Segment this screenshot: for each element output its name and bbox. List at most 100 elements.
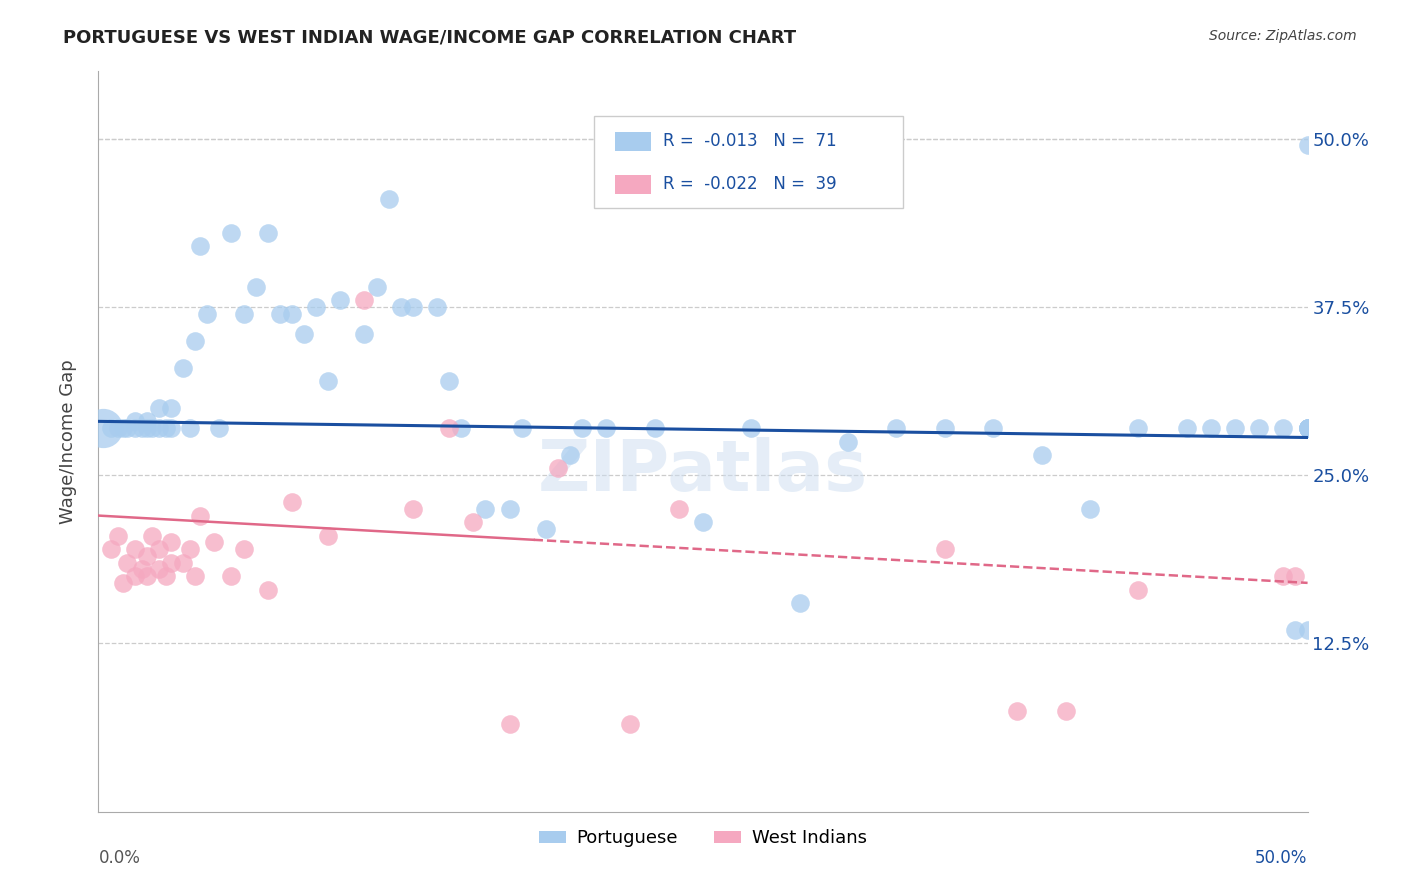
Point <box>100 421 122 435</box>
Point <box>179 542 201 557</box>
Point <box>135 569 157 583</box>
Legend: Portuguese, West Indians: Portuguese, West Indians <box>531 822 875 855</box>
Point <box>450 421 472 435</box>
Point <box>160 556 183 570</box>
Point <box>111 421 134 435</box>
Point <box>281 495 304 509</box>
Point <box>160 421 183 435</box>
Point <box>402 300 425 314</box>
Point <box>789 596 811 610</box>
Point <box>886 421 908 435</box>
Point <box>124 569 146 583</box>
Point <box>100 542 122 557</box>
Point <box>148 542 170 557</box>
Point <box>1296 421 1319 435</box>
Point <box>221 226 243 240</box>
Point <box>692 516 714 530</box>
Point <box>135 414 157 428</box>
Point <box>184 569 207 583</box>
Point <box>179 421 201 435</box>
Point <box>1199 421 1222 435</box>
Point <box>172 360 194 375</box>
Point <box>1031 448 1053 462</box>
Point <box>172 556 194 570</box>
Point <box>934 542 956 557</box>
Point <box>1296 421 1319 435</box>
Point <box>474 501 496 516</box>
Point <box>463 516 485 530</box>
Text: PORTUGUESE VS WEST INDIAN WAGE/INCOME GAP CORRELATION CHART: PORTUGUESE VS WEST INDIAN WAGE/INCOME GA… <box>63 29 796 46</box>
Point <box>1249 421 1271 435</box>
Point <box>498 501 520 516</box>
Point <box>1284 569 1306 583</box>
Point <box>160 401 183 415</box>
FancyBboxPatch shape <box>595 116 903 209</box>
Point <box>305 300 328 314</box>
Point <box>256 226 278 240</box>
Point <box>316 374 339 388</box>
Point <box>148 562 170 576</box>
Point <box>160 535 183 549</box>
Point <box>292 326 315 341</box>
Point <box>1223 421 1246 435</box>
Point <box>155 569 177 583</box>
FancyBboxPatch shape <box>614 132 651 151</box>
Point <box>1296 421 1319 435</box>
Point <box>208 421 231 435</box>
Point <box>148 401 170 415</box>
Point <box>437 421 460 435</box>
Text: 0.0%: 0.0% <box>98 849 141 867</box>
Point <box>1272 421 1295 435</box>
Point <box>571 421 593 435</box>
Point <box>595 421 617 435</box>
Point <box>389 300 412 314</box>
Point <box>1296 421 1319 435</box>
Point <box>426 300 449 314</box>
Point <box>141 421 163 435</box>
Point <box>256 582 278 597</box>
Point <box>184 334 207 348</box>
Point <box>124 542 146 557</box>
Point <box>668 501 690 516</box>
Point <box>124 421 146 435</box>
Point <box>155 421 177 435</box>
Point <box>141 529 163 543</box>
Point <box>437 374 460 388</box>
Point <box>934 421 956 435</box>
Point <box>232 307 254 321</box>
Point <box>131 562 153 576</box>
Point <box>1272 569 1295 583</box>
Text: ZIPatlas: ZIPatlas <box>538 437 868 506</box>
Point <box>135 421 157 435</box>
Point <box>837 434 859 449</box>
Point <box>1175 421 1198 435</box>
Text: R =  -0.013   N =  71: R = -0.013 N = 71 <box>664 132 837 150</box>
Point <box>188 239 211 253</box>
Point <box>534 522 557 536</box>
Point <box>329 293 352 308</box>
Point <box>124 414 146 428</box>
Point <box>644 421 666 435</box>
Point <box>1128 582 1150 597</box>
Point <box>1296 138 1319 153</box>
Point <box>1296 421 1319 435</box>
Point <box>281 307 304 321</box>
Point <box>188 508 211 523</box>
Point <box>204 535 226 549</box>
Y-axis label: Wage/Income Gap: Wage/Income Gap <box>59 359 77 524</box>
Point <box>1078 501 1101 516</box>
Point <box>117 556 139 570</box>
Point <box>619 717 641 731</box>
Point <box>269 307 291 321</box>
Text: R =  -0.022   N =  39: R = -0.022 N = 39 <box>664 175 837 193</box>
Point <box>131 421 153 435</box>
Point <box>111 575 134 590</box>
Point <box>1007 704 1029 718</box>
Point <box>195 307 218 321</box>
Text: 50.0%: 50.0% <box>1256 849 1308 867</box>
Point <box>1054 704 1077 718</box>
Point <box>91 421 114 435</box>
Point <box>981 421 1004 435</box>
Point <box>547 461 569 475</box>
Point <box>1296 623 1319 637</box>
